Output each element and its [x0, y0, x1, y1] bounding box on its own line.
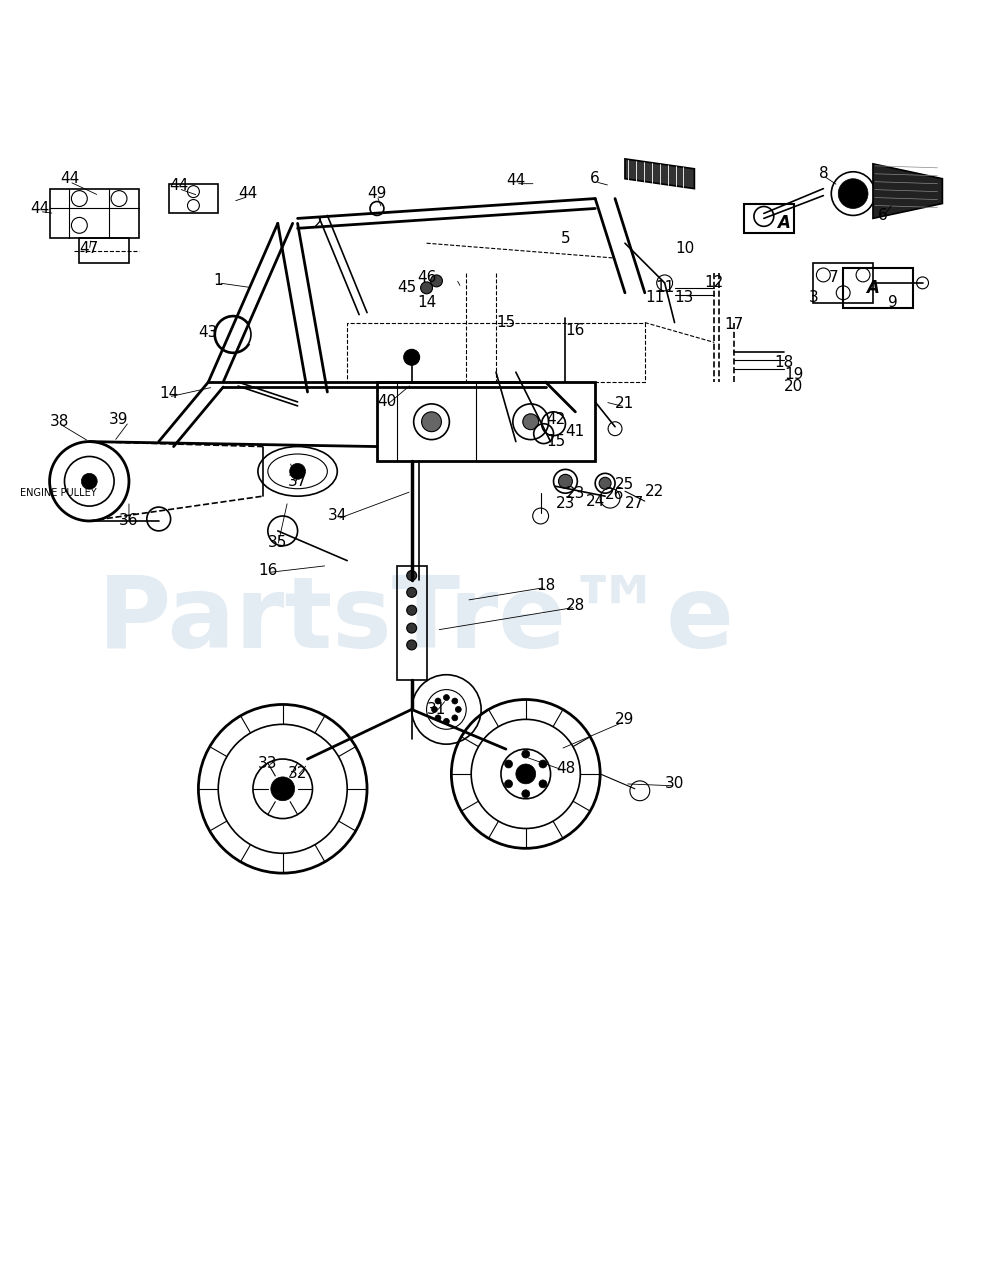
Polygon shape: [873, 164, 942, 219]
Text: 15: 15: [546, 434, 565, 449]
Text: 20: 20: [784, 379, 804, 393]
Circle shape: [435, 716, 441, 721]
Text: 23: 23: [565, 485, 585, 500]
Circle shape: [451, 698, 457, 704]
Text: 10: 10: [675, 241, 694, 256]
Circle shape: [81, 474, 97, 489]
Text: 39: 39: [109, 412, 129, 428]
Text: 1: 1: [213, 274, 223, 288]
Text: 12: 12: [704, 275, 724, 291]
Text: 15: 15: [496, 315, 516, 330]
Text: 44: 44: [238, 186, 258, 201]
Text: 2: 2: [312, 216, 322, 230]
Text: 45: 45: [397, 280, 417, 296]
Text: 6: 6: [590, 172, 600, 186]
Circle shape: [407, 588, 417, 598]
Text: 28: 28: [565, 598, 585, 613]
Text: 48: 48: [556, 762, 575, 777]
Text: 16: 16: [258, 563, 278, 579]
Text: 44: 44: [506, 173, 526, 188]
Text: 30: 30: [665, 777, 684, 791]
Circle shape: [539, 780, 547, 787]
Text: 40: 40: [377, 394, 397, 410]
Circle shape: [455, 707, 461, 713]
Text: A: A: [778, 214, 790, 233]
Text: A: A: [867, 279, 879, 297]
Text: 44: 44: [169, 178, 188, 193]
Text: 23: 23: [556, 495, 575, 511]
Text: 9: 9: [888, 296, 898, 310]
Circle shape: [558, 475, 572, 488]
Text: 31: 31: [427, 701, 446, 717]
Text: 27: 27: [625, 495, 645, 511]
Circle shape: [443, 718, 449, 724]
Circle shape: [505, 760, 513, 768]
Text: ENGINE PULLEY: ENGINE PULLEY: [20, 488, 96, 498]
Text: 44: 44: [60, 172, 79, 186]
Circle shape: [516, 764, 536, 783]
Text: 18: 18: [774, 355, 794, 370]
Text: 14: 14: [417, 296, 436, 310]
Text: 46: 46: [417, 270, 436, 285]
Polygon shape: [625, 159, 694, 188]
Circle shape: [505, 780, 513, 787]
Circle shape: [290, 463, 306, 479]
Circle shape: [523, 413, 539, 430]
Text: 35: 35: [268, 535, 288, 550]
Text: 19: 19: [784, 366, 804, 381]
Circle shape: [443, 695, 449, 700]
Circle shape: [522, 750, 530, 758]
Text: 44: 44: [30, 201, 50, 216]
Text: 26: 26: [605, 486, 625, 502]
Circle shape: [421, 282, 433, 294]
Circle shape: [431, 275, 442, 287]
Text: 13: 13: [675, 291, 694, 305]
Text: 42: 42: [546, 412, 565, 428]
Circle shape: [539, 760, 547, 768]
Circle shape: [451, 716, 457, 721]
Text: 18: 18: [536, 579, 556, 593]
Text: 5: 5: [560, 230, 570, 246]
Circle shape: [432, 707, 437, 713]
Circle shape: [407, 571, 417, 581]
Text: 6: 6: [878, 207, 888, 223]
Text: 7: 7: [828, 270, 838, 285]
Text: 49: 49: [367, 186, 387, 201]
Text: 37: 37: [288, 474, 308, 489]
Circle shape: [407, 623, 417, 634]
Circle shape: [838, 179, 868, 209]
Circle shape: [422, 412, 441, 431]
Text: 43: 43: [198, 325, 218, 340]
Text: 33: 33: [258, 756, 278, 772]
Text: 47: 47: [79, 241, 99, 256]
Text: 11: 11: [655, 280, 675, 296]
Text: 8: 8: [818, 166, 828, 182]
Text: 32: 32: [288, 767, 308, 781]
Circle shape: [599, 477, 611, 489]
Text: 21: 21: [615, 397, 635, 411]
Text: 41: 41: [565, 424, 585, 439]
Circle shape: [271, 777, 295, 801]
Circle shape: [522, 790, 530, 797]
Text: 17: 17: [724, 317, 744, 332]
Circle shape: [407, 640, 417, 650]
Bar: [377, 381, 595, 461]
Text: 25: 25: [615, 476, 635, 492]
Circle shape: [435, 698, 441, 704]
Text: 3: 3: [808, 291, 818, 305]
Text: PartsTre™e: PartsTre™e: [98, 572, 735, 668]
Text: 22: 22: [645, 484, 665, 499]
Circle shape: [407, 605, 417, 616]
Text: 14: 14: [159, 387, 179, 402]
Text: 38: 38: [50, 415, 69, 429]
Text: 29: 29: [615, 712, 635, 727]
Text: 16: 16: [565, 323, 585, 338]
Circle shape: [404, 349, 420, 365]
Text: 36: 36: [119, 513, 139, 529]
Text: 11: 11: [645, 291, 665, 305]
Text: 24: 24: [585, 494, 605, 508]
Bar: [347, 323, 645, 381]
Text: 34: 34: [327, 508, 347, 524]
